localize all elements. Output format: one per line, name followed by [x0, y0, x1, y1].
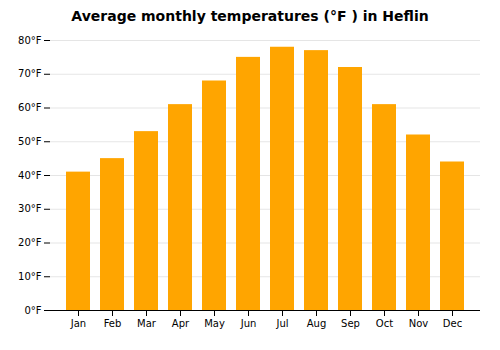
svg-text:80°F: 80°F: [18, 35, 42, 46]
svg-text:Jul: Jul: [275, 318, 288, 329]
svg-text:50°F: 50°F: [18, 136, 42, 147]
svg-text:0°F: 0°F: [24, 305, 41, 316]
svg-text:60°F: 60°F: [18, 102, 42, 113]
svg-text:Jan: Jan: [70, 318, 86, 329]
svg-text:Sep: Sep: [341, 318, 360, 329]
svg-text:May: May: [204, 318, 225, 329]
svg-text:Jun: Jun: [240, 318, 257, 329]
html-text:Average monthly temperatures (: Average monthly temperatures (°F ) in He…: [71, 8, 429, 24]
svg-text:Feb: Feb: [104, 318, 122, 329]
svg-text:70°F: 70°F: [18, 68, 42, 79]
svg-text:Dec: Dec: [443, 318, 462, 329]
svg-text:30°F: 30°F: [18, 203, 42, 214]
svg-text:Mar: Mar: [137, 318, 157, 329]
svg-text:10°F: 10°F: [18, 271, 42, 282]
svg-text:20°F: 20°F: [18, 237, 42, 248]
svg-text:40°F: 40°F: [18, 170, 42, 181]
svg-text:Apr: Apr: [172, 318, 190, 329]
svg-text:Oct: Oct: [376, 318, 393, 329]
svg-text:Nov: Nov: [409, 318, 429, 329]
svg-text:Aug: Aug: [307, 318, 327, 329]
